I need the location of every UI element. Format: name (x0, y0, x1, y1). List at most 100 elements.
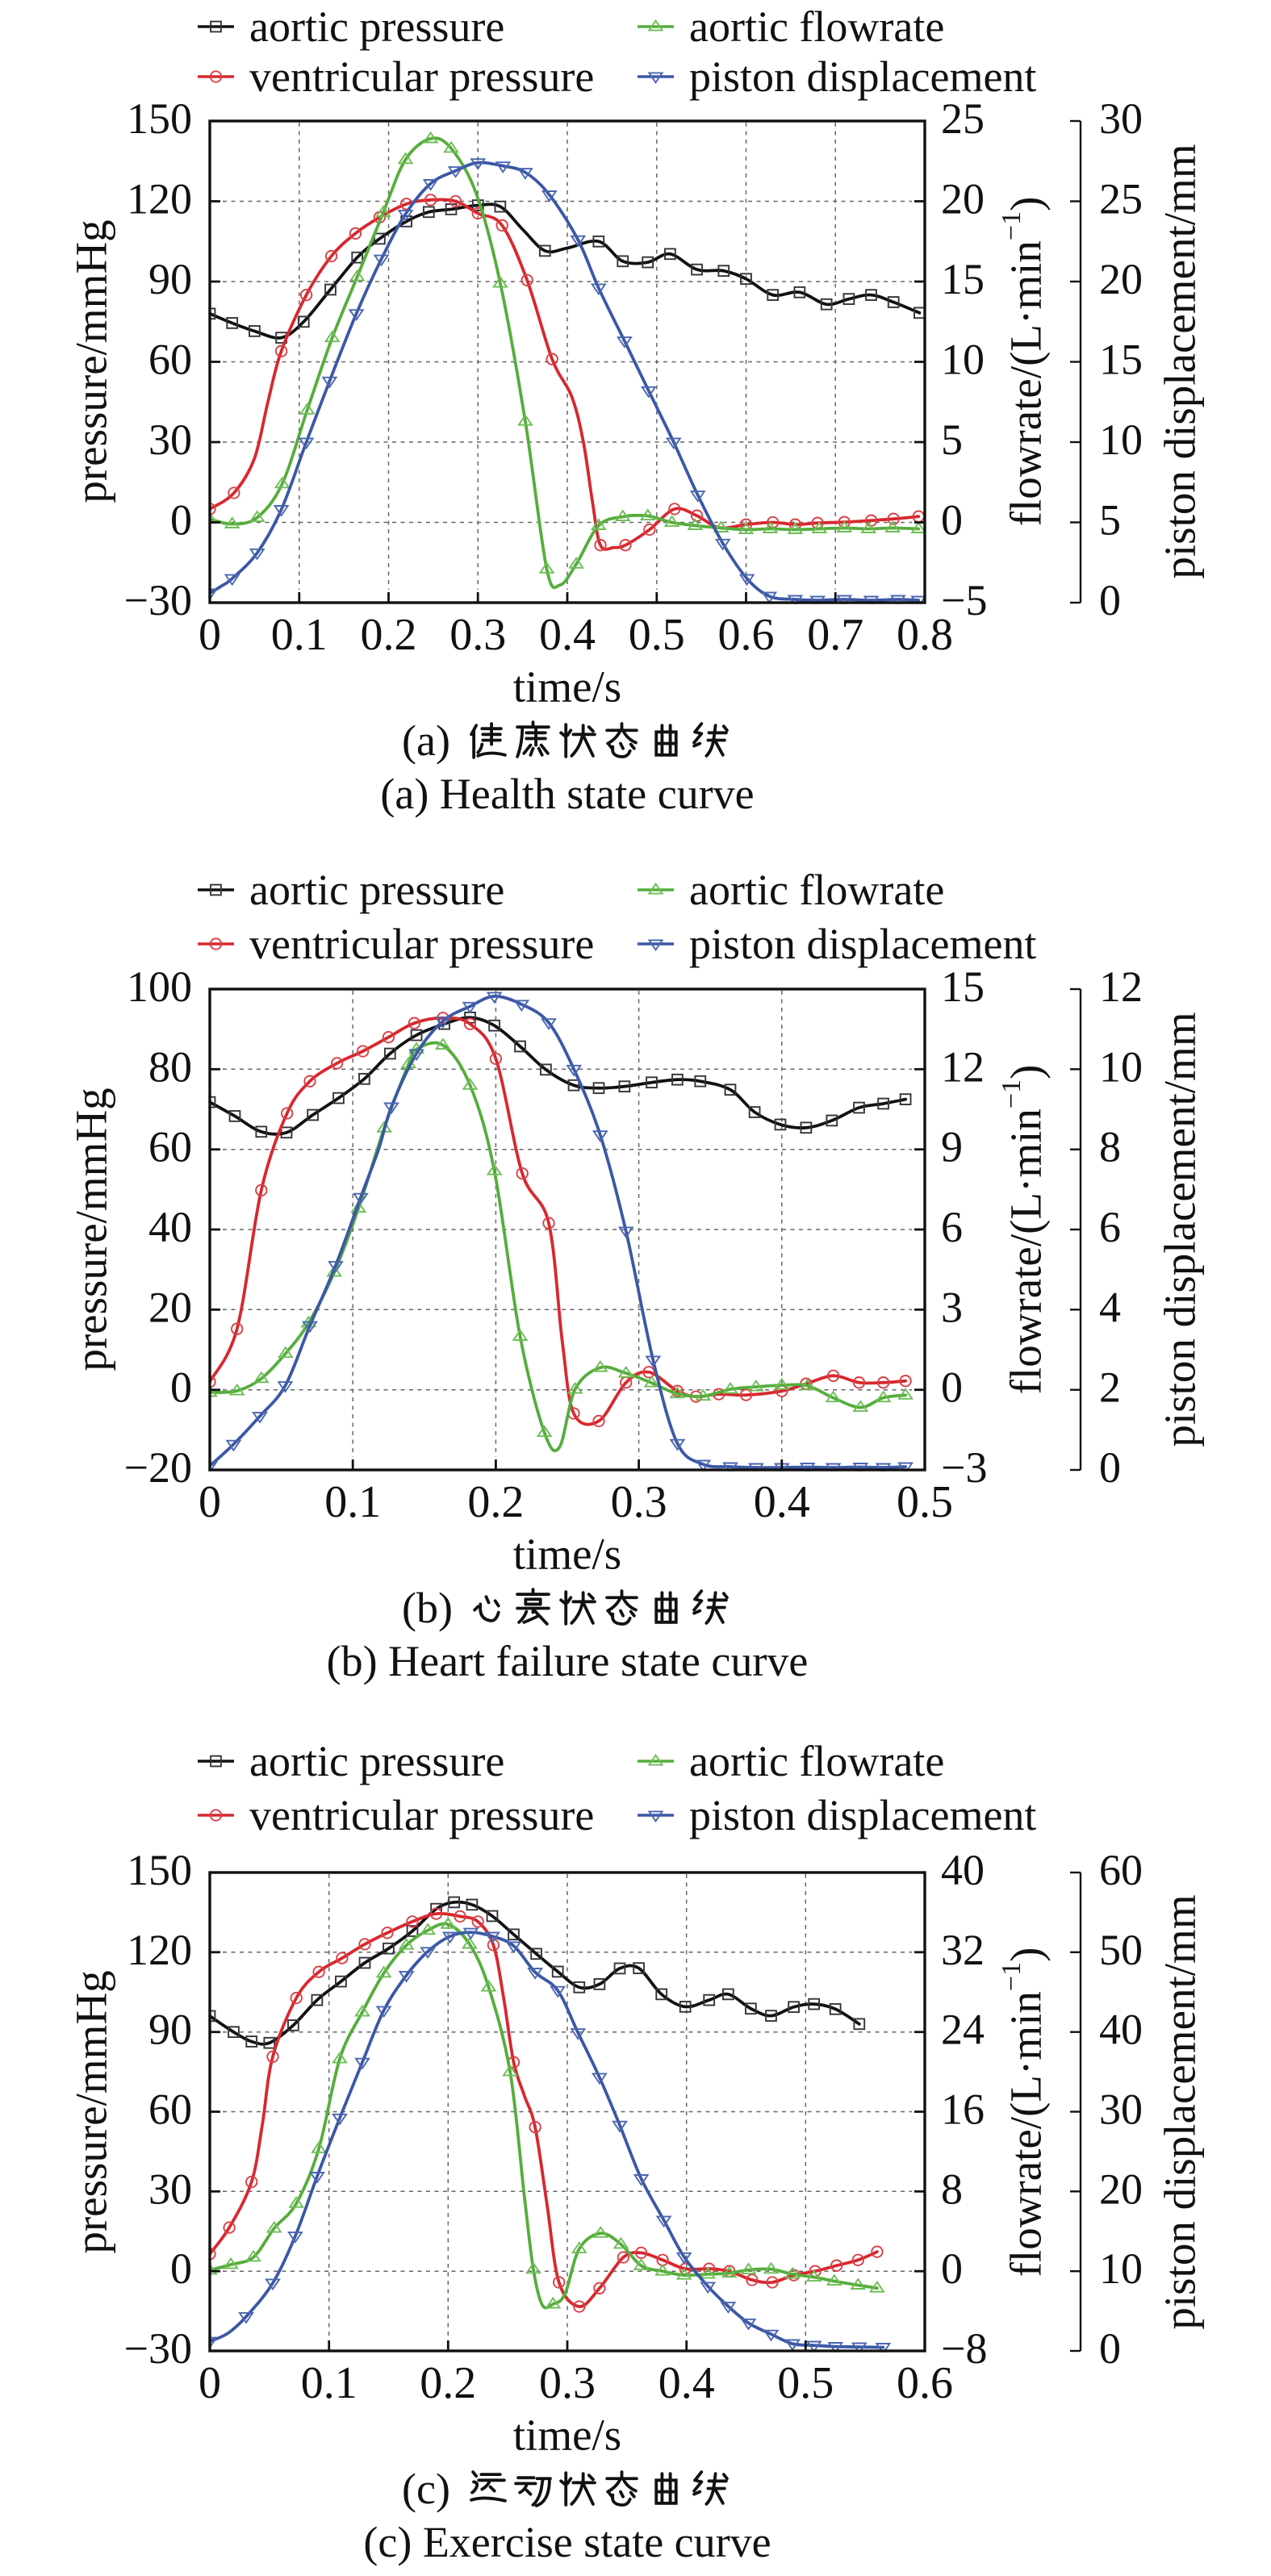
svg-text:9: 9 (941, 1123, 963, 1171)
svg-text:0.7: 0.7 (807, 610, 863, 660)
svg-text:0: 0 (1099, 1443, 1121, 1492)
svg-text:90: 90 (148, 255, 192, 303)
svg-text:0.8: 0.8 (897, 610, 953, 660)
svg-text:0.1: 0.1 (271, 610, 328, 660)
svg-text:0: 0 (170, 1363, 192, 1412)
svg-text:120: 120 (127, 175, 192, 223)
svg-text:0.2: 0.2 (361, 610, 417, 660)
svg-text:30: 30 (1099, 2085, 1143, 2134)
svg-text:0.2: 0.2 (467, 1477, 524, 1527)
svg-text:time/s: time/s (513, 2411, 621, 2460)
svg-text:0.3: 0.3 (449, 610, 506, 660)
svg-text:20: 20 (941, 175, 985, 223)
svg-text:6: 6 (941, 1203, 963, 1251)
svg-text:8: 8 (941, 2165, 963, 2213)
svg-text:60: 60 (1099, 1846, 1143, 1894)
svg-text:piston displacement/mm: piston displacement/mm (1156, 1012, 1205, 1447)
svg-text:(b) Heart failure state curve: (b) Heart failure state curve (327, 1637, 809, 1685)
svg-text:ventricular pressure: ventricular pressure (249, 1791, 594, 1839)
svg-text:15: 15 (941, 962, 985, 1011)
svg-text:24: 24 (941, 2006, 985, 2054)
svg-text:(a) Health state curve: (a) Health state curve (380, 770, 754, 818)
svg-text:2: 2 (1099, 1363, 1121, 1412)
svg-text:60: 60 (148, 336, 192, 384)
svg-text:0: 0 (941, 496, 963, 545)
svg-text:0.5: 0.5 (777, 2358, 834, 2408)
svg-text:0.5: 0.5 (897, 1477, 953, 1527)
svg-text:aortic flowrate: aortic flowrate (689, 1737, 944, 1785)
svg-text:aortic pressure: aortic pressure (249, 866, 504, 914)
svg-text:25: 25 (1099, 175, 1143, 223)
svg-text:aortic flowrate: aortic flowrate (689, 2, 944, 51)
svg-text:30: 30 (1099, 94, 1143, 143)
svg-text:40: 40 (148, 1203, 192, 1251)
svg-text:12: 12 (941, 1042, 985, 1091)
svg-text:150: 150 (127, 1846, 192, 1894)
svg-text:(c) Exercise state curve: (c) Exercise state curve (363, 2518, 771, 2566)
svg-text:0: 0 (170, 496, 192, 545)
svg-text:piston displacement/mm: piston displacement/mm (1156, 1894, 1205, 2329)
svg-text:pressure/mmHg: pressure/mmHg (67, 1970, 116, 2253)
svg-text:(a): (a) (402, 716, 450, 765)
svg-text:30: 30 (148, 415, 192, 464)
svg-text:flowrate/(L·min−1): flowrate/(L·min−1) (997, 1948, 1051, 2277)
svg-text:(c): (c) (402, 2465, 450, 2513)
svg-text:10: 10 (1099, 1042, 1143, 1091)
svg-text:−8: −8 (941, 2324, 987, 2373)
svg-text:16: 16 (941, 2085, 985, 2134)
svg-text:−20: −20 (124, 1443, 192, 1492)
svg-text:flowrate/(L·min−1): flowrate/(L·min−1) (997, 197, 1051, 527)
svg-text:50: 50 (1099, 1926, 1143, 1974)
svg-text:0.4: 0.4 (658, 2358, 715, 2408)
svg-text:pressure/mmHg: pressure/mmHg (67, 1088, 116, 1371)
svg-text:ventricular pressure: ventricular pressure (249, 920, 594, 968)
svg-text:6: 6 (1099, 1203, 1121, 1251)
svg-text:0.1: 0.1 (324, 1477, 381, 1527)
svg-text:0: 0 (199, 1477, 221, 1527)
svg-text:0.4: 0.4 (754, 1477, 810, 1527)
svg-text:32: 32 (941, 1926, 985, 1974)
svg-text:120: 120 (127, 1926, 192, 1974)
svg-text:3: 3 (941, 1283, 963, 1331)
svg-text:10: 10 (1099, 415, 1143, 464)
svg-text:−30: −30 (124, 576, 192, 624)
svg-text:60: 60 (148, 1123, 192, 1171)
svg-text:−5: −5 (941, 576, 987, 624)
svg-text:10: 10 (941, 336, 985, 384)
svg-text:80: 80 (148, 1042, 192, 1091)
svg-text:0: 0 (170, 2244, 192, 2293)
svg-text:20: 20 (1099, 255, 1143, 303)
svg-text:8: 8 (1099, 1123, 1121, 1171)
svg-text:(b): (b) (402, 1584, 453, 1632)
svg-text:−30: −30 (124, 2324, 192, 2373)
svg-text:0: 0 (199, 2358, 221, 2408)
svg-text:time/s: time/s (513, 662, 621, 712)
svg-text:0.1: 0.1 (301, 2358, 357, 2408)
svg-text:0: 0 (1099, 2324, 1121, 2373)
svg-text:piston displacement: piston displacement (689, 1791, 1036, 1839)
svg-text:100: 100 (127, 962, 192, 1011)
svg-text:60: 60 (148, 2085, 192, 2134)
svg-text:15: 15 (1099, 336, 1143, 384)
svg-text:0.3: 0.3 (611, 1477, 667, 1527)
svg-text:0.4: 0.4 (539, 610, 596, 660)
svg-text:20: 20 (1099, 2165, 1143, 2213)
svg-text:pressure/mmHg: pressure/mmHg (67, 219, 116, 503)
svg-text:0.5: 0.5 (629, 610, 685, 660)
svg-text:aortic flowrate: aortic flowrate (689, 866, 944, 914)
svg-text:0.6: 0.6 (897, 2358, 953, 2408)
svg-text:90: 90 (148, 2006, 192, 2054)
svg-text:4: 4 (1099, 1283, 1121, 1331)
svg-text:5: 5 (1099, 496, 1121, 545)
svg-text:40: 40 (1099, 2006, 1143, 2054)
svg-text:flowrate/(L·min−1): flowrate/(L·min−1) (997, 1065, 1051, 1395)
svg-text:0: 0 (941, 2244, 963, 2293)
svg-text:12: 12 (1099, 962, 1143, 1011)
svg-text:aortic pressure: aortic pressure (249, 1737, 504, 1785)
svg-text:aortic pressure: aortic pressure (249, 2, 504, 51)
svg-text:piston displacement/mm: piston displacement/mm (1156, 144, 1205, 578)
svg-text:40: 40 (941, 1846, 985, 1894)
svg-text:25: 25 (941, 94, 985, 143)
svg-text:−3: −3 (941, 1443, 987, 1492)
svg-text:0: 0 (1099, 576, 1121, 624)
